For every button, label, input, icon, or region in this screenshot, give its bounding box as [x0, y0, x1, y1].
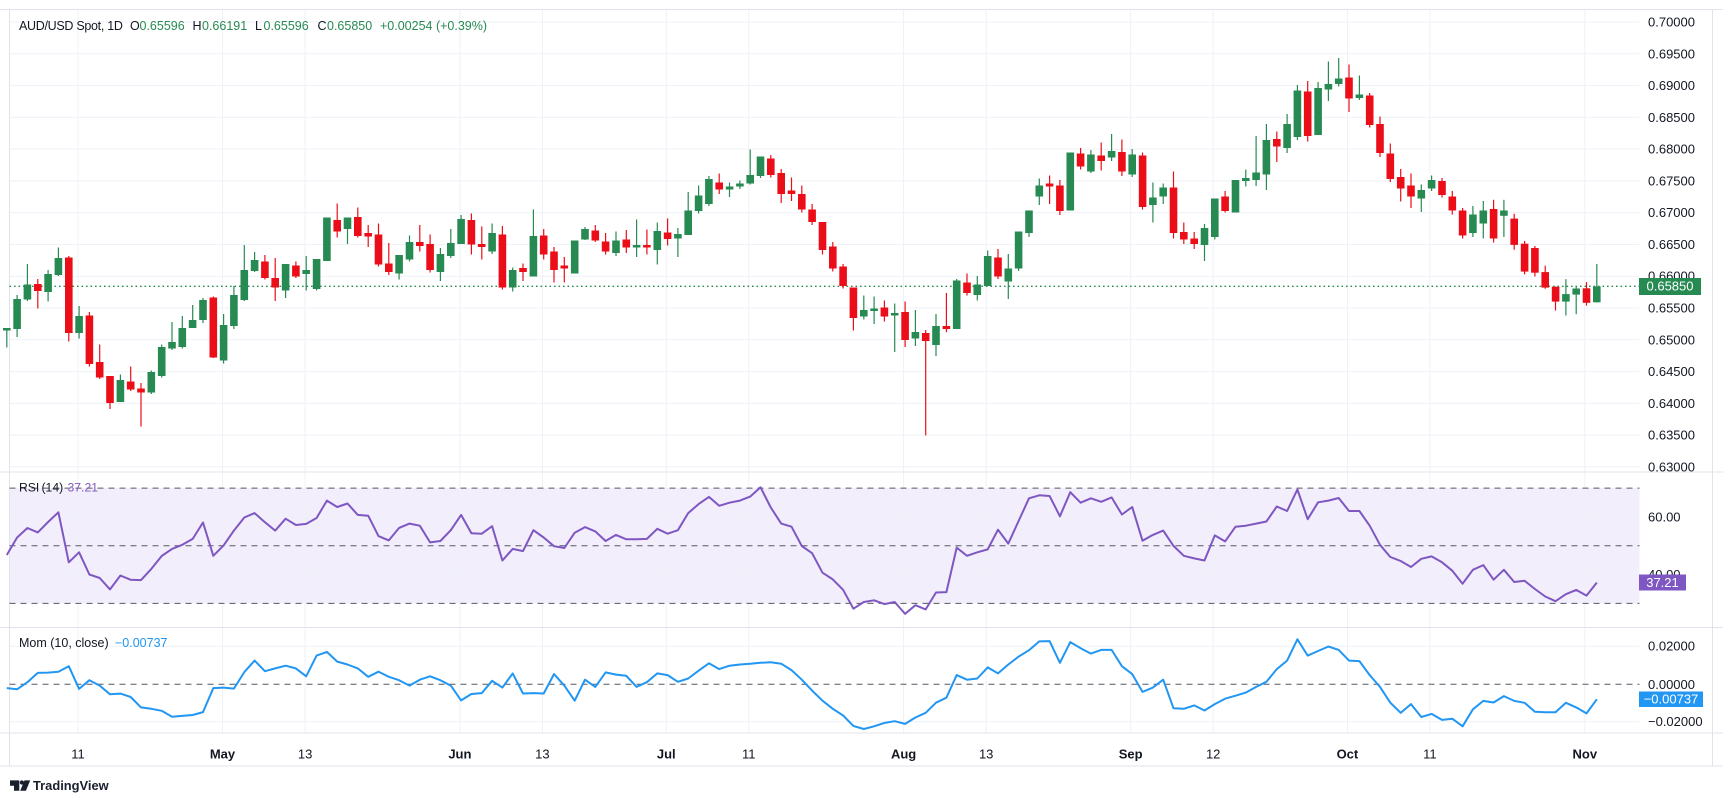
svg-text:C: C	[318, 19, 327, 33]
svg-text:0.65596: 0.65596	[264, 19, 309, 33]
svg-text:0.68500: 0.68500	[1648, 110, 1695, 125]
svg-text:0.64000: 0.64000	[1648, 396, 1695, 411]
svg-text:RSI: RSI	[19, 481, 39, 495]
svg-text:0.65850: 0.65850	[1647, 279, 1694, 294]
svg-text:0.68000: 0.68000	[1648, 142, 1695, 157]
svg-text:0.70000: 0.70000	[1648, 15, 1695, 30]
svg-text:13: 13	[535, 747, 549, 762]
svg-text:O: O	[130, 19, 140, 33]
svg-text:−0.02000: −0.02000	[1648, 714, 1703, 729]
svg-text:Jul: Jul	[657, 747, 676, 762]
svg-text:Aug: Aug	[891, 747, 916, 762]
svg-text:11: 11	[742, 747, 756, 762]
svg-text:Sep: Sep	[1119, 747, 1143, 762]
svg-text:0.69000: 0.69000	[1648, 78, 1695, 93]
svg-text:11: 11	[1423, 747, 1437, 762]
svg-text:0.66191: 0.66191	[202, 19, 247, 33]
svg-text:12: 12	[1206, 747, 1220, 762]
svg-text:60.00: 60.00	[1648, 509, 1681, 524]
svg-text:H: H	[193, 19, 202, 33]
svg-text:0.69500: 0.69500	[1648, 46, 1695, 61]
svg-text:−0.00737: −0.00737	[1644, 692, 1699, 707]
svg-text:13: 13	[298, 747, 312, 762]
svg-text:0.66500: 0.66500	[1648, 237, 1695, 252]
svg-text:0.63000: 0.63000	[1648, 459, 1695, 474]
svg-text:0.00000: 0.00000	[1648, 677, 1695, 692]
svg-text:TradingView: TradingView	[33, 778, 110, 793]
svg-text:13: 13	[979, 747, 993, 762]
svg-text:0.02000: 0.02000	[1648, 639, 1695, 654]
svg-text:(14): (14)	[42, 481, 64, 495]
svg-text:0.65596: 0.65596	[140, 19, 185, 33]
svg-text:−0.00737: −0.00737	[115, 636, 168, 650]
svg-text:37.21: 37.21	[1646, 575, 1679, 590]
svg-text:Nov: Nov	[1573, 747, 1598, 762]
svg-text:0.67500: 0.67500	[1648, 173, 1695, 188]
svg-text:37.21: 37.21	[68, 481, 99, 495]
svg-text:May: May	[210, 747, 236, 762]
svg-text:0.65000: 0.65000	[1648, 332, 1695, 347]
svg-text:L: L	[255, 19, 262, 33]
svg-text:Mom (10, close): Mom (10, close)	[19, 636, 109, 650]
svg-text:Jun: Jun	[448, 747, 471, 762]
svg-text:0.65850: 0.65850	[327, 19, 372, 33]
svg-text:0.63500: 0.63500	[1648, 428, 1695, 443]
svg-text:0.64500: 0.64500	[1648, 364, 1695, 379]
svg-text:0.65500: 0.65500	[1648, 301, 1695, 316]
svg-text:AUD/USD Spot, 1D: AUD/USD Spot, 1D	[19, 19, 123, 33]
svg-text:Oct: Oct	[1337, 747, 1359, 762]
svg-text:+0.00254 (+0.39%): +0.00254 (+0.39%)	[380, 19, 487, 33]
svg-text:0.67000: 0.67000	[1648, 205, 1695, 220]
svg-text:11: 11	[71, 747, 85, 762]
